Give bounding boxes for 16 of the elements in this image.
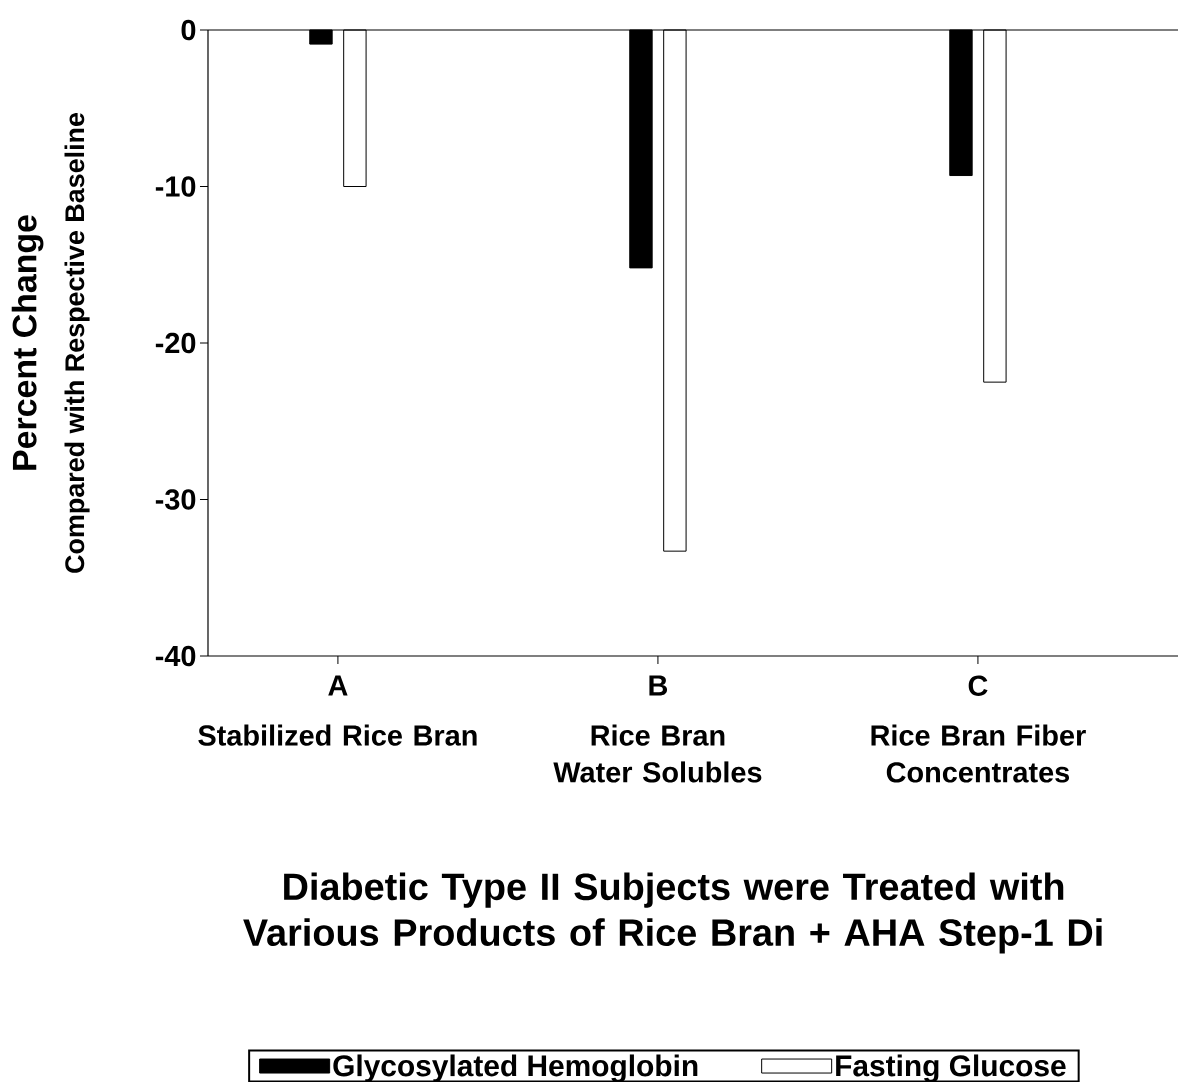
text: Rice Bran Water Solubles xyxy=(553,724,762,783)
y-axis-title: Percent Change xyxy=(11,215,44,470)
x-tick-label: B xyxy=(649,675,668,696)
y-tick-label: 0 xyxy=(181,19,196,41)
x-tick-label: C xyxy=(968,675,988,696)
text: Stabilized Rice Bran xyxy=(198,724,477,746)
x-tick-label: A xyxy=(328,675,348,696)
legend-label: Fasting Glucose xyxy=(836,1054,1066,1082)
text: Diabetic Type II Subjects were Treated with Various Products of Rice Bran + AHA Step-1 Di xyxy=(243,872,1102,954)
y-tick-label: -20 xyxy=(155,332,196,354)
legend-label: Glycosylated Hemoglobin xyxy=(333,1054,698,1082)
text: Rice Bran Fiber Concentrates xyxy=(871,724,1086,783)
text: Compared with Respective Baseline xyxy=(64,112,90,573)
y-tick-label: -10 xyxy=(155,176,196,197)
y-tick-label: -40 xyxy=(155,645,196,667)
y-tick-label: -30 xyxy=(155,489,196,510)
